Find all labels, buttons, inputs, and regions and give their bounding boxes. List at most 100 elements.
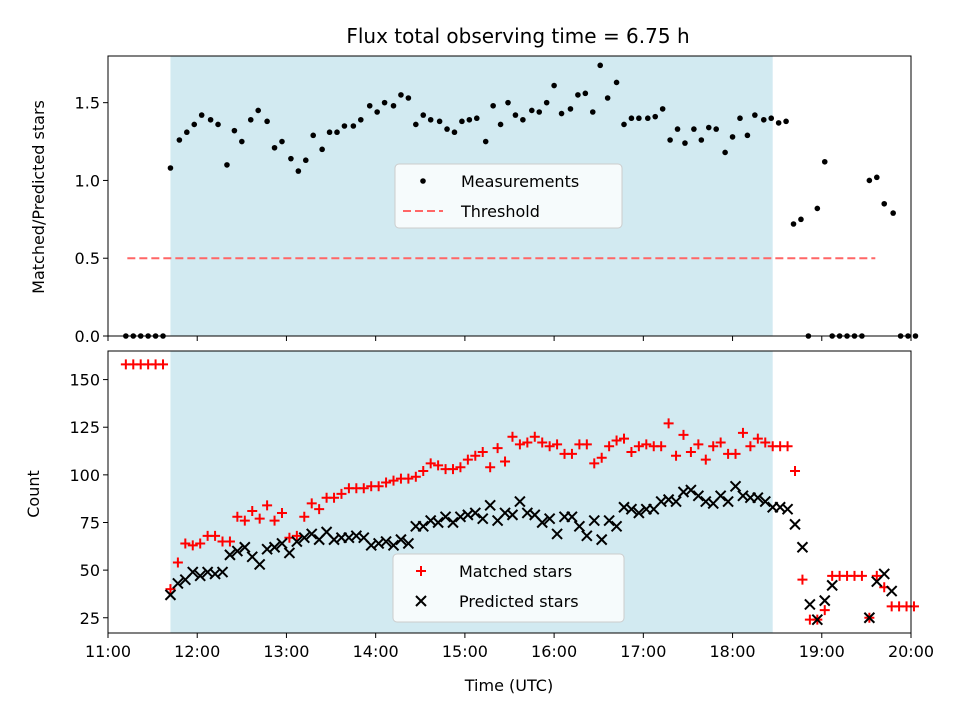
matched-star-point	[656, 441, 667, 452]
predicted-star-point	[878, 568, 890, 580]
measurement-point	[536, 109, 543, 115]
measurement-point	[873, 174, 880, 181]
measurement-point	[390, 102, 397, 109]
predicted-star-point	[759, 495, 771, 508]
x-tick-label: 11:00	[85, 642, 131, 661]
y-tick-label: 50	[80, 561, 100, 580]
matched-star-point	[626, 446, 637, 457]
x-tick-label: 12:00	[174, 642, 220, 661]
matched-star-point	[455, 462, 466, 473]
legend-swatch	[420, 178, 426, 184]
matched-star-point	[678, 429, 689, 440]
matched-star-point	[581, 439, 592, 450]
measurement-point	[381, 99, 388, 106]
y-tick-label: 25	[80, 609, 100, 628]
measurement-point	[167, 165, 174, 171]
predicted-star-point	[722, 495, 734, 508]
matched-star-point	[239, 515, 250, 526]
matched-star-point	[500, 456, 511, 467]
measurement-point	[589, 109, 596, 115]
measurement-point	[604, 95, 611, 101]
measurement-point	[698, 137, 705, 143]
y-tick-label: 0.0	[75, 327, 100, 346]
matched-star-point	[358, 483, 369, 494]
measurement-point	[490, 102, 496, 109]
matched-star-point	[299, 511, 310, 522]
matched-star-point	[224, 536, 235, 547]
y-tick-label: 1.0	[75, 171, 100, 190]
matched-star-point	[566, 448, 577, 459]
matched-star-point	[306, 498, 317, 509]
predicted-star-point	[194, 570, 206, 582]
predicted-star-point	[216, 566, 229, 578]
matched-star-point	[187, 540, 198, 551]
measurement-point	[326, 129, 333, 136]
measurement-point	[176, 137, 183, 143]
matched-star-point	[262, 500, 273, 511]
measurement-point	[215, 121, 221, 128]
matched-star-point	[373, 481, 384, 492]
matched-star-point	[760, 437, 771, 448]
predicted-star-point	[506, 509, 519, 521]
matched-star-point	[336, 488, 347, 499]
measurement-point	[459, 118, 465, 125]
matched-star-point	[782, 441, 793, 452]
matched-star-point	[492, 443, 503, 454]
measurement-point	[582, 90, 589, 97]
matched-star-point	[633, 441, 644, 452]
measurement-point	[497, 121, 504, 128]
measurement-point	[543, 99, 550, 106]
predicted-star-point	[543, 512, 556, 525]
measurement-point	[798, 216, 804, 223]
measurement-point	[334, 129, 340, 136]
predicted-star-point	[536, 516, 548, 529]
ratio-axes: 0.0 0.5 1.0 1.5	[75, 94, 912, 346]
matched-star-point	[790, 466, 801, 477]
ratio-panel: Flux total observing time = 6.75 h 0.00.…	[29, 24, 919, 346]
predicted-star-point	[239, 541, 251, 553]
measurement-point	[341, 123, 348, 129]
predicted-star-point	[692, 490, 705, 502]
matched-star-point	[165, 584, 176, 595]
predicted-star-point	[595, 533, 608, 546]
matched-star-point	[589, 458, 600, 469]
predicted-star-point	[469, 507, 482, 519]
matched-star-point	[663, 418, 674, 429]
ratio-plot-frame	[107, 55, 912, 337]
matched-star-point	[158, 359, 169, 370]
measurement-point	[295, 168, 302, 174]
predicted-star-point	[253, 558, 266, 571]
matched-star-point	[737, 427, 748, 438]
predicted-star-point	[447, 516, 459, 529]
matched-star-point	[381, 477, 392, 488]
measurement-point	[413, 121, 419, 128]
measurement-point	[405, 95, 412, 101]
measurement-point	[512, 112, 519, 118]
measurement-point	[482, 138, 489, 145]
matched-star-point	[529, 431, 540, 442]
matched-star-point	[291, 530, 302, 541]
matched-star-point	[210, 530, 221, 541]
measurement-point	[621, 121, 627, 128]
measurement-point	[744, 132, 751, 139]
predicted-star-point	[781, 503, 794, 515]
predicted-star-point	[417, 520, 429, 533]
measurement-point	[912, 333, 919, 339]
measurement-point	[866, 177, 873, 184]
matched-star-point	[410, 471, 421, 482]
predicted-star-point	[395, 533, 407, 546]
measurement-point	[768, 115, 775, 122]
measurement-point	[436, 118, 443, 125]
predicted-star-point	[298, 532, 310, 544]
matched-star-point	[730, 448, 741, 459]
measurement-point	[713, 126, 719, 132]
measurement-point	[191, 121, 198, 128]
measurement-point	[357, 116, 364, 123]
measurement-point	[350, 123, 357, 129]
measurement-point	[271, 144, 278, 151]
matched-star-point	[708, 441, 719, 452]
predicted-star-point	[819, 594, 831, 607]
y-tick-label: 0.5	[75, 249, 100, 268]
measurement-point	[752, 112, 758, 118]
